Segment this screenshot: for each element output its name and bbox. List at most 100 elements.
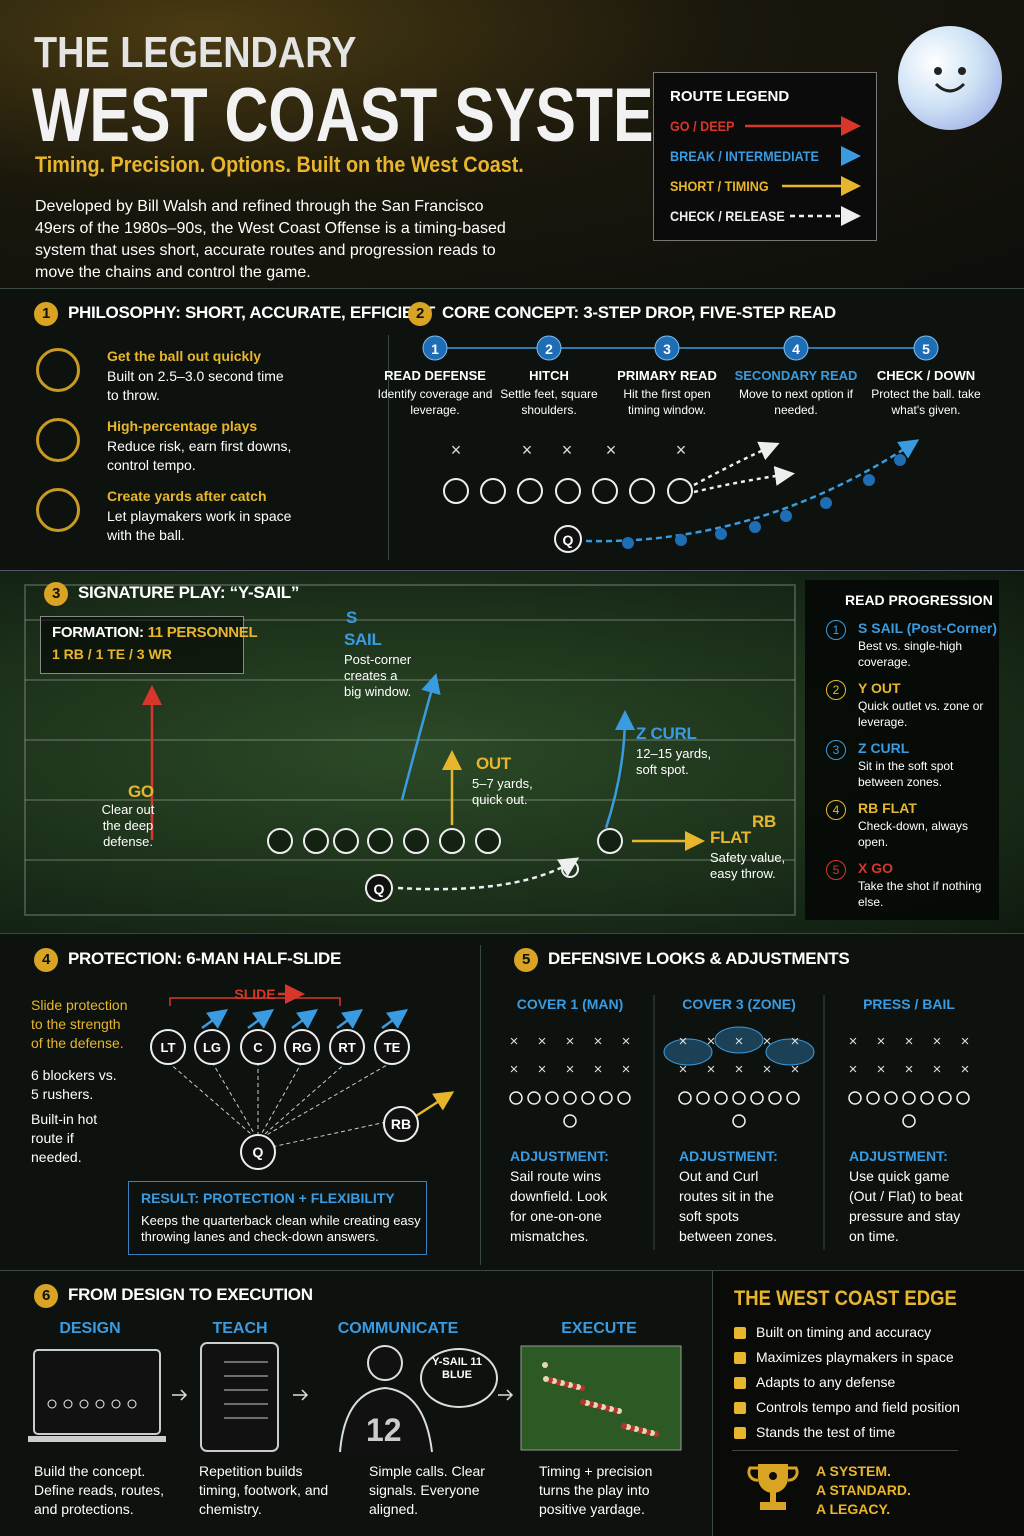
player — [545, 1091, 559, 1105]
read-dot — [863, 474, 875, 486]
route-note: Clear out the deep defense. — [101, 802, 155, 849]
step-title: PRIMARY READ — [617, 368, 717, 383]
shape — [760, 1502, 786, 1510]
route — [397, 857, 580, 891]
player — [367, 828, 393, 854]
player — [750, 1091, 764, 1105]
slide-bracket — [169, 997, 341, 1006]
progression-number: 3 — [826, 740, 846, 760]
check — [734, 1377, 746, 1389]
receiver — [597, 828, 623, 854]
blocker-label: TE — [384, 1040, 401, 1055]
qb-label: Q — [374, 881, 385, 897]
defender: × — [566, 1033, 575, 1050]
read-line — [167, 1061, 259, 1141]
step-circle — [536, 335, 562, 361]
stage-text: Simple calls. Clear signals. Everyone al… — [369, 1463, 485, 1517]
route — [415, 1091, 455, 1118]
play-diagram: Q — [24, 584, 796, 916]
section-heading: 5 DEFENSIVE LOOKS & ADJUSTMENTS — [514, 948, 850, 972]
item-heading: Create yards after catch — [107, 488, 267, 504]
section-heading: 3 SIGNATURE PLAY: “Y-SAIL” — [44, 582, 299, 606]
defender: × — [735, 1061, 744, 1078]
route-label: RB — [752, 812, 776, 831]
protection-note: 6 blockers vs. 5 rushers. — [31, 1067, 117, 1102]
item-heading: High-percentage plays — [107, 418, 258, 434]
divider — [0, 933, 1024, 934]
step-number: 3 — [663, 341, 671, 357]
icon — [36, 488, 80, 532]
read-dot — [820, 497, 832, 509]
personnel: 1 RB / 1 TE / 3 WR — [52, 646, 172, 662]
qb-label: Q — [563, 532, 574, 548]
progression-name: Z CURL — [858, 740, 910, 756]
step-circle — [913, 335, 939, 361]
legend-label: CHECK / RELEASE — [670, 208, 785, 224]
defender: × — [791, 1061, 800, 1078]
read-dot — [894, 454, 906, 466]
route — [604, 710, 635, 829]
section-heading: 2 CORE CONCEPT: 3-STEP DROP, FIVE-STEP RE… — [408, 302, 836, 326]
player — [527, 1091, 541, 1105]
zone — [714, 1026, 764, 1054]
zone — [663, 1038, 713, 1066]
formation-value: 11 PERSONNEL — [147, 624, 258, 641]
qb — [365, 874, 393, 902]
section-heading: 4 PROTECTION: 6-MAN HALF-SLIDE — [34, 948, 341, 972]
stage-title: TEACH — [212, 1320, 268, 1337]
step-circle — [654, 335, 680, 361]
stage-text: Timing + precision turns the play into p… — [539, 1463, 653, 1517]
player — [938, 1091, 952, 1105]
edge-item: Maximizes playmakers in space — [756, 1349, 954, 1365]
check — [734, 1352, 746, 1364]
route-note: 5–7 yards, quick out. — [472, 776, 533, 807]
defender: × — [451, 440, 462, 460]
photo-player — [580, 1399, 586, 1405]
rule — [732, 1450, 958, 1451]
route-note: 12–15 yards, soft spot. — [636, 746, 712, 777]
step-text: Settle feet, square shoulders. — [500, 387, 598, 417]
look-label: ADJUSTMENT: — [679, 1148, 778, 1164]
player — [768, 1091, 782, 1105]
title-line2: WEST COAST SYSTEM — [32, 73, 705, 158]
tablet — [200, 1342, 279, 1452]
defender: × — [622, 1061, 631, 1078]
progression-name: RB FLAT — [858, 800, 917, 816]
player — [563, 1091, 577, 1105]
read-dot — [780, 510, 792, 522]
rb-label: RB — [391, 1116, 411, 1132]
section-title: CORE CONCEPT: 3-STEP DROP, FIVE-STEP REA… — [442, 303, 836, 322]
rb — [383, 1106, 419, 1142]
section-title: SIGNATURE PLAY: “Y-SAIL” — [78, 583, 300, 602]
flow-arrow — [498, 1389, 514, 1401]
icon — [36, 348, 80, 392]
motto-line: A SYSTEM. — [816, 1463, 891, 1479]
photo-player — [543, 1376, 549, 1382]
flow-arrow — [172, 1389, 188, 1401]
defender: × — [594, 1033, 603, 1050]
player — [866, 1091, 880, 1105]
progression-text: Take the shot if nothing else. — [858, 879, 982, 909]
look-text: Sail route wins downfield. Look for one-… — [510, 1168, 608, 1244]
defender: × — [933, 1061, 942, 1078]
section-number: 3 — [44, 582, 68, 606]
icon-player — [79, 1399, 89, 1409]
icon-player — [47, 1399, 57, 1409]
shape — [934, 67, 942, 75]
divider — [0, 288, 1024, 289]
protection-note: Slide protection to the strength of the … — [31, 997, 128, 1051]
defender: × — [791, 1033, 800, 1050]
core-diagram: 1 2 3 4 5 × × × × × Q — [422, 335, 939, 553]
defender: × — [510, 1033, 519, 1050]
lineman — [592, 478, 618, 504]
mascot-face — [934, 67, 966, 93]
icon-player — [111, 1399, 121, 1409]
defender: × — [676, 440, 687, 460]
defender: × — [707, 1061, 716, 1078]
defender: × — [849, 1033, 858, 1050]
player — [267, 828, 293, 854]
item-text: Built on 2.5–3.0 second time to throw. — [107, 368, 284, 403]
protection-note: Built-in hot route if needed. — [31, 1111, 98, 1165]
blocker-label: RG — [292, 1040, 312, 1055]
laptop-base — [28, 1436, 166, 1442]
